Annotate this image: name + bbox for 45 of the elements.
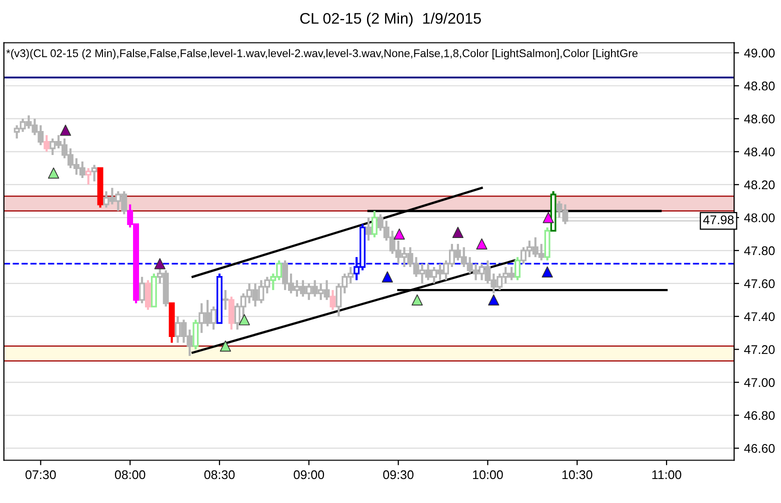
x-tick-label: 10:30 [562, 470, 592, 480]
annotation: *(v3)(CL 02-15 (2 Min),False,False,False,level-1.wav,level-2.wav,level-3.wav,None,False,1,8,Color [LightSalmon],Color [LightGre [6, 49, 638, 60]
x-tick-label: 08:00 [114, 470, 146, 480]
x-tick-label: 10:00 [473, 470, 503, 480]
y-tick-label: 47.60 [744, 279, 775, 288]
candlestick [44, 134, 50, 153]
x-tick-label: 07:30 [26, 470, 56, 480]
y-tick-label: 49.00 [744, 48, 775, 58]
x-tick-label: 11:00 [652, 470, 682, 480]
y-tick-label: 48.40 [744, 147, 775, 156]
y-tick-label: 47.00 [744, 378, 775, 387]
point [394, 228, 405, 240]
candlestick [330, 289, 336, 311]
y-tick-label: 48.80 [744, 82, 775, 90]
point [154, 258, 166, 270]
candlestick [371, 210, 378, 238]
point [476, 238, 488, 250]
point [238, 314, 250, 326]
point [452, 226, 464, 238]
y-tick-label: 47.40 [744, 312, 775, 322]
candlestick [144, 279, 151, 311]
point [382, 271, 393, 282]
y-tick-label: 47.80 [744, 246, 775, 256]
candlestick [222, 289, 228, 311]
chart-title: CL 02-15 (2 Min) 1/9/2015 [300, 12, 481, 27]
candlestick [228, 296, 234, 331]
point [542, 266, 553, 278]
point [220, 340, 232, 352]
candlestick [139, 276, 145, 304]
y-tick-label: 48.20 [744, 180, 775, 190]
candlestick [366, 216, 372, 242]
annotation: 47.98 [703, 215, 734, 224]
point [48, 168, 60, 179]
y-tick-label: 48.60 [744, 114, 775, 124]
point [60, 124, 72, 136]
point [488, 294, 500, 306]
y-tick-label: 46.80 [744, 411, 775, 420]
x-tick-label: 09:00 [294, 470, 324, 480]
x-tick-label: 08:30 [204, 470, 235, 480]
point [542, 212, 554, 224]
x-tick-label: 09:30 [383, 470, 414, 480]
y-tick-label: 47.20 [744, 345, 775, 354]
y-tick-label: 48.00 [744, 213, 775, 222]
point [412, 294, 423, 306]
y-tick-label: 46.60 [744, 444, 775, 453]
